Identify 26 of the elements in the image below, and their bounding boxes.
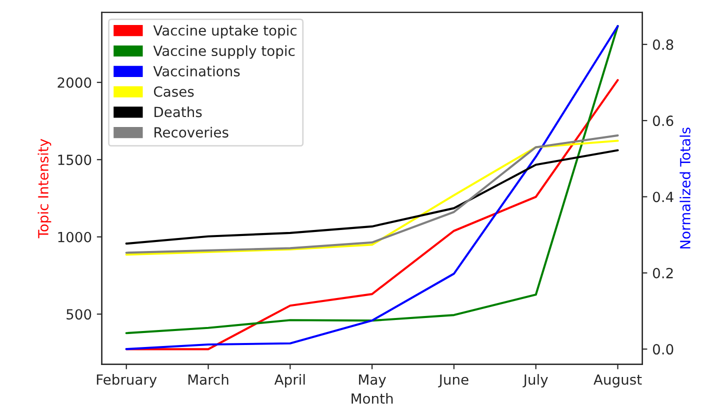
legend-label: Vaccine supply topic (153, 45, 295, 59)
x-axis-title: Month (352, 393, 393, 404)
x-tick-label: June (438, 374, 468, 388)
x-tick-label: May (359, 374, 386, 388)
y-tick-label: 1500 (58, 154, 92, 166)
legend-label: Cases (154, 86, 194, 97)
x-tick-label: February (96, 374, 157, 388)
legend-label: Deaths (154, 106, 202, 118)
legend-label: Recoveries (154, 126, 228, 138)
y-tick-label: 1000 (58, 232, 92, 242)
y-tick-label: 500 (66, 309, 92, 320)
x-tick-label: April (274, 374, 305, 388)
y-tick-label: 2000 (58, 77, 92, 88)
x-tick-label: August (594, 374, 642, 388)
x-tick-label: March (188, 374, 228, 385)
y2-tick-label: 0.6 (652, 116, 674, 126)
x-tick-label: July (522, 374, 548, 388)
legend-label: Vaccinations (153, 66, 240, 76)
y2-axis-title: Normalized Totals (680, 128, 690, 248)
y2-tick-label: 0.0 (652, 344, 674, 355)
y2-tick-label: 0.8 (652, 39, 674, 50)
y-axis-title: Topic Intensity (38, 138, 52, 238)
legend-label: Vaccine uptake topic (153, 24, 296, 38)
y2-tick-label: 0.2 (652, 268, 673, 278)
y2-tick-label: 0.4 (652, 192, 674, 202)
line-series (125, 149, 619, 245)
